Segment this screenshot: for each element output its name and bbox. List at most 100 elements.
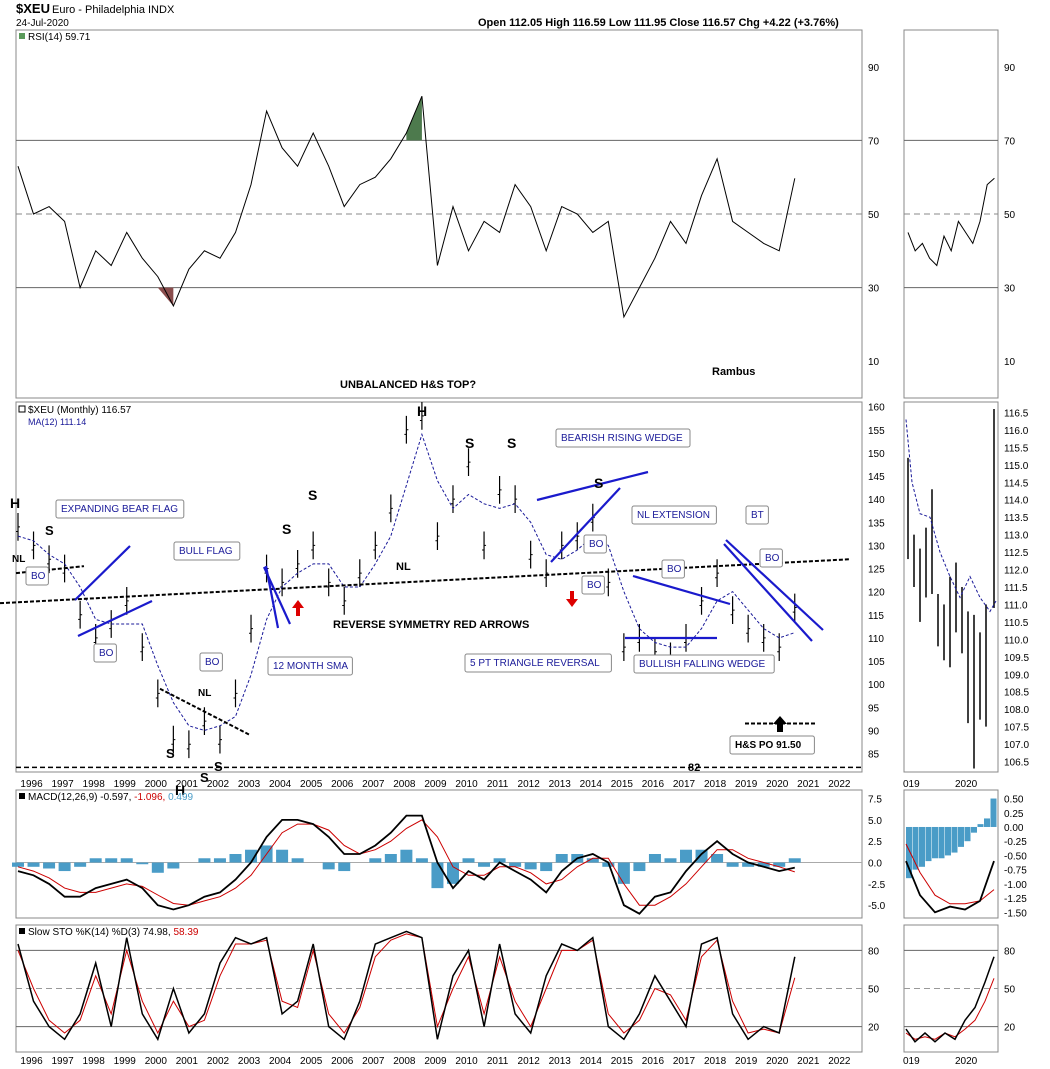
annotation-label: NL EXTENSION	[637, 510, 710, 521]
macd-hist-bar	[229, 854, 242, 863]
annotation-label: S	[282, 521, 291, 537]
rsi-oversold-fill	[157, 287, 174, 306]
rsi-ytick: 10	[868, 357, 880, 368]
inset-macd-hist	[958, 826, 964, 847]
sto-xtick: 2022	[828, 1056, 851, 1067]
sto-xtick: 2003	[238, 1056, 261, 1067]
price-xtick: 2010	[455, 779, 478, 790]
inset-macd-hist	[919, 826, 925, 867]
inset-xtick: 2020	[955, 1056, 978, 1067]
macd-hist-bar	[338, 862, 351, 872]
price-ytick: 95	[868, 703, 880, 714]
macd-hist-bar	[276, 849, 289, 863]
price-frame	[15, 401, 863, 773]
sto-ytick: 80	[868, 946, 880, 957]
inset-price-ytick: 111.0	[1004, 600, 1028, 611]
annotation-box	[464, 653, 612, 673]
sto-xtick: 2008	[393, 1056, 416, 1067]
pattern-line	[536, 470, 649, 502]
inset-macd-line	[905, 860, 995, 914]
macd-hist-bar	[757, 862, 770, 867]
rsi-ytick: 50	[868, 210, 880, 221]
macd-hist-bar	[617, 862, 630, 884]
macd-hist-bar	[695, 849, 708, 863]
inset-macd-ytick: -0.25	[1004, 837, 1027, 848]
macd-ytick: 7.5	[868, 795, 882, 806]
inset-macd-hist	[951, 826, 958, 853]
price-xtick: 2021	[797, 779, 820, 790]
price-xtick: 2009	[424, 779, 447, 790]
annotation-label: S	[45, 523, 54, 538]
inset-macd-hist	[990, 798, 997, 827]
price-xtick: 2002	[207, 779, 230, 790]
inset-rsi-ytick: 50	[1004, 210, 1016, 221]
inset-price-ytick: 115.5	[1004, 443, 1029, 454]
annotation-label: NL	[198, 688, 211, 699]
macd-hist-bar	[213, 858, 226, 863]
sto-xtick: 2013	[549, 1056, 572, 1067]
macd-hist-bar	[151, 862, 164, 873]
inset-macd-hist	[971, 826, 977, 833]
macd-hist-bar	[198, 858, 211, 863]
macd-hist-bar	[245, 849, 258, 863]
annotation-label: 5 PT TRIANGLE REVERSAL	[470, 658, 600, 669]
macd-ytick: 2.5	[868, 837, 882, 848]
price-ytick: 85	[868, 750, 880, 761]
price-xtick: 2022	[828, 779, 851, 790]
sto-xtick: 2021	[797, 1056, 820, 1067]
sto-ytick: 50	[868, 985, 880, 996]
price-ytick: 100	[868, 680, 885, 691]
annotation-label: H	[175, 782, 185, 798]
price-xtick: 1998	[83, 779, 106, 790]
price-xtick: 2018	[704, 779, 727, 790]
macd-hist-bar	[478, 862, 491, 867]
inset-macd-ytick: 0.00	[1004, 823, 1024, 834]
sto-xtick: 2001	[176, 1056, 199, 1067]
annotation-label: H	[417, 403, 427, 419]
macd-hist-bar	[384, 854, 397, 863]
macd-frame	[15, 789, 863, 919]
macd-hist-bar	[726, 862, 739, 867]
sto-xtick: 2006	[331, 1056, 354, 1067]
annotation-label: UNBALANCED H&S TOP?	[340, 379, 476, 391]
inset-rsi-line	[907, 177, 995, 267]
annotation-label: S	[214, 759, 223, 774]
sto-k-line	[17, 930, 796, 1042]
inset-price-frame	[903, 401, 999, 773]
macd-hist-bar	[167, 862, 180, 869]
annotation-label: S	[465, 435, 474, 451]
price-legend: $XEU (Monthly) 116.57	[28, 405, 132, 416]
annotation-label: BO	[765, 553, 780, 564]
sto-xtick: 2000	[145, 1056, 168, 1067]
pattern-line	[550, 487, 621, 563]
macd-hist-bar	[27, 862, 40, 867]
inset-sto-ytick: 80	[1004, 946, 1016, 957]
annotation-box	[199, 652, 223, 672]
inset-macd-frame	[903, 789, 999, 919]
inset-sto-d	[905, 978, 995, 1040]
macd-hist-bar	[400, 849, 413, 863]
sto-legend: Slow STO %K(14) %D(3) 74.98, 58.39	[28, 927, 199, 938]
price-xtick: 2006	[331, 779, 354, 790]
inset-price-ytick: 111.5	[1004, 583, 1028, 594]
red-up-arrow	[292, 600, 304, 616]
annotation-label: BEARISH RISING WEDGE	[561, 433, 683, 444]
macd-hist-bar	[120, 858, 133, 863]
annotation-label: NL	[12, 554, 25, 565]
inset-panels: 90 70 50 30 10 116.5 116.0 115.5 115.0 114.5 114.0…	[903, 63, 1029, 1067]
price-ytick: 160	[868, 403, 885, 414]
sto-xtick: 1999	[114, 1056, 137, 1067]
price-xtick: 1996	[20, 779, 43, 790]
macd-line	[17, 814, 795, 915]
inset-price-ytick: 108.0	[1004, 705, 1029, 716]
price-ytick: 145	[868, 472, 885, 483]
inset-price-ytick: 109.5	[1004, 653, 1029, 664]
macd-hist-bar	[291, 858, 304, 863]
sto-xtick: 2004	[269, 1056, 292, 1067]
price-ytick: 155	[868, 426, 885, 437]
annotation-label: S	[308, 487, 317, 503]
sto-xtick: 2018	[704, 1056, 727, 1067]
black-up-arrow	[773, 716, 787, 732]
inset-price-ytick: 116.5	[1004, 408, 1029, 419]
pattern-line	[632, 574, 731, 606]
